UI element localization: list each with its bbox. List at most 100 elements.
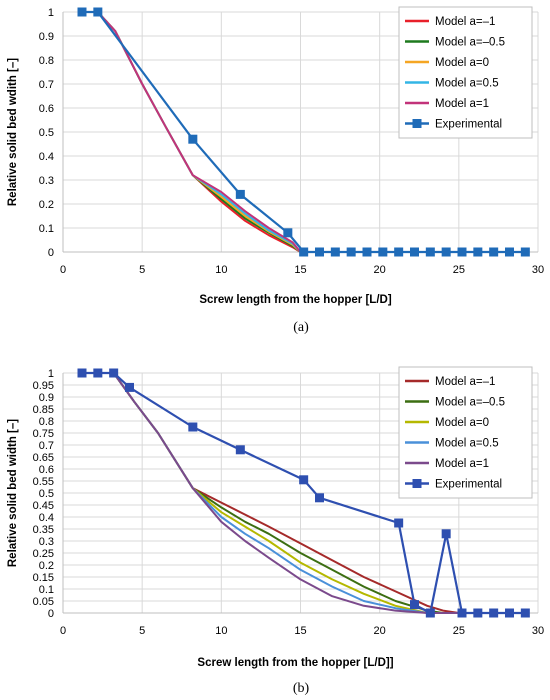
legend-label-a-3: Model a=0.5: [435, 78, 499, 90]
legend-box-b: [398, 366, 533, 499]
data-point-a-16: [473, 247, 483, 257]
y-tick-label-b-2: 0.1: [39, 584, 54, 596]
y-tick-label-a-4: 0.4: [39, 151, 54, 163]
legend-label-b-2: Model a=0: [435, 417, 489, 429]
y-tick-label-a-9: 0.9: [39, 31, 54, 43]
y-tick-label-b-14: 0.7: [39, 440, 54, 452]
y-tick-label-b-1: 0.05: [33, 596, 54, 608]
x-tick-label-a-2: 10: [215, 264, 227, 276]
legend-label-b-4: Model a=1: [435, 458, 489, 470]
x-tick-label-a-4: 20: [374, 264, 386, 276]
data-point-b-7: [315, 493, 324, 503]
data-point-a-2: [188, 134, 198, 144]
y-tick-label-b-9: 0.45: [33, 500, 54, 512]
data-point-b-3: [125, 382, 134, 392]
data-point-b-2: [109, 368, 119, 378]
data-point-b-11: [441, 529, 451, 539]
series-line-a-4: [97, 11, 302, 253]
x-tick-label-a-6: 30: [532, 264, 544, 276]
legend-marker-b-5: [412, 479, 422, 488]
y-tick-label-a-2: 0.2: [39, 199, 54, 211]
legend-label-b-3: Model a=0.5: [435, 438, 499, 450]
x-tick-label-b-2: 10: [215, 625, 227, 637]
y-tick-label-b-6: 0.3: [39, 536, 54, 548]
data-point-a-0: [77, 7, 87, 17]
data-point-b-16: [520, 608, 530, 618]
y-tick-label-a-7: 0.7: [39, 79, 54, 91]
data-point-a-19: [520, 247, 530, 257]
y-tick-label-b-5: 0.25: [33, 548, 54, 560]
y-tick-label-a-6: 0.6: [39, 103, 54, 115]
y-tick-label-b-19: 0.95: [33, 380, 54, 392]
x-tick-label-a-5: 25: [453, 264, 465, 276]
y-tick-label-b-17: 0.85: [33, 404, 54, 416]
caption-a: (a): [293, 320, 309, 335]
data-point-b-9: [410, 600, 419, 610]
x-tick-label-b-5: 25: [453, 625, 465, 637]
y-tick-label-a-8: 0.8: [39, 55, 54, 67]
y-tick-label-b-7: 0.35: [33, 524, 54, 536]
data-point-a-13: [425, 247, 435, 257]
y-tick-label-b-16: 0.8: [39, 416, 54, 428]
legend-label-b-5: Experimental: [435, 479, 502, 491]
x-tick-label-a-3: 15: [294, 264, 306, 276]
data-point-a-8: [346, 247, 356, 257]
data-point-b-12: [457, 608, 467, 618]
y-tick-label-a-10: 1: [48, 7, 54, 19]
data-point-a-18: [505, 247, 514, 257]
y-tick-label-b-8: 0.4: [39, 512, 54, 524]
chart-panel-a: (a) 0 5 10 15 20 25 30 0 0.1 0.2 0.3 0.4 0.5 0.6 0.7 0.…: [7, 6, 544, 335]
y-tick-label-a-0: 0: [48, 247, 54, 259]
x-tick-label-b-4: 20: [374, 625, 386, 637]
series-line-b-4: [112, 372, 459, 614]
data-point-b-10: [425, 608, 435, 618]
data-point-a-6: [315, 247, 324, 257]
x-axis-label-a: Screw length from the hopper [L/D]: [199, 294, 391, 306]
data-point-b-4: [188, 422, 198, 432]
data-point-a-14: [441, 247, 451, 257]
data-point-b-1: [93, 368, 103, 378]
y-tick-label-b-13: 0.65: [33, 452, 54, 464]
x-tick-label-b-1: 5: [139, 625, 145, 637]
data-point-b-14: [489, 608, 499, 618]
data-point-a-1: [93, 7, 103, 17]
data-point-b-8: [394, 518, 404, 528]
y-tick-label-b-3: 0.15: [33, 572, 54, 584]
x-tick-label-a-1: 5: [139, 264, 145, 276]
y-tick-label-b-10: 0.5: [39, 488, 54, 500]
data-point-b-6: [299, 475, 309, 485]
data-point-a-4: [283, 228, 293, 238]
x-tick-label-b-3: 15: [294, 625, 306, 637]
data-point-b-0: [77, 368, 87, 378]
y-tick-label-a-1: 0.1: [39, 223, 54, 235]
x-tick-label-b-6: 30: [532, 625, 544, 637]
y-tick-label-b-0: 0: [48, 608, 54, 620]
legend-label-a-5: Experimental: [435, 119, 502, 131]
data-point-a-7: [330, 247, 340, 257]
x-tick-label-a-0: 0: [60, 264, 66, 276]
y-tick-label-b-12: 0.6: [39, 464, 54, 476]
legend-marker-a-5: [412, 119, 422, 128]
y-tick-label-a-5: 0.5: [39, 127, 54, 139]
legend-label-b-1: Model a=–0.5: [435, 397, 505, 409]
x-tick-label-b-0: 0: [60, 625, 66, 637]
data-point-a-11: [394, 247, 404, 257]
y-tick-label-b-15: 0.75: [33, 428, 54, 440]
data-point-b-13: [473, 608, 483, 618]
caption-b: (b): [293, 681, 310, 696]
legend-label-b-0: Model a=–1: [435, 376, 495, 388]
legend-label-a-0: Model a=–1: [435, 16, 495, 28]
data-point-b-5: [235, 445, 245, 455]
x-axis-label-b: Screw length from the hopper [L/D]]: [197, 657, 393, 669]
legend-label-a-1: Model a=–0.5: [435, 37, 505, 49]
legend-box-a: [398, 6, 533, 139]
data-point-a-9: [362, 247, 372, 257]
data-point-a-3: [235, 189, 245, 199]
y-tick-label-b-4: 0.2: [39, 560, 54, 572]
data-point-a-10: [378, 247, 388, 257]
data-point-a-5: [299, 247, 309, 257]
chart-panel-b: (b) 0 5 10 15 20 25 3000.050.10.150.20.250.30.…: [7, 366, 544, 696]
data-point-b-15: [505, 608, 514, 618]
legend-label-a-4: Model a=1: [435, 98, 489, 110]
